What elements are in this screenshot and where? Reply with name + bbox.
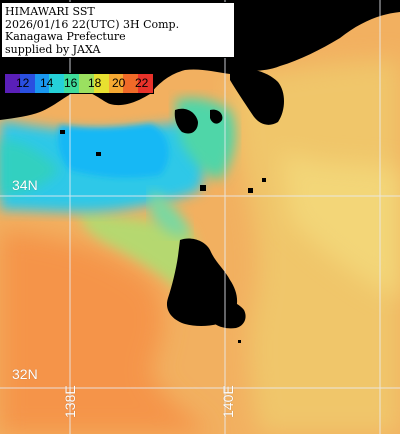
legend-color-segment: [93, 74, 109, 93]
land-islet-2: [210, 109, 223, 124]
mild-water-east-2: [280, 150, 400, 300]
cold-band-west: [0, 140, 60, 195]
lat-label-32n: 32N: [12, 366, 38, 382]
warm-water-sw: [0, 230, 210, 434]
land-islet-7: [96, 152, 101, 156]
land-islet-8: [238, 340, 241, 343]
land-islet-3: [200, 185, 206, 191]
izu-west-water: [150, 190, 190, 237]
info-line-2: 2026/01/16 22(UTC) 3H Comp.: [5, 17, 180, 31]
legend-color-segment: [123, 74, 139, 93]
land-islet-6: [60, 130, 65, 134]
legend-color-segment: [19, 74, 35, 93]
info-box: HIMAWARI SST 2026/01/16 22(UTC) 3H Comp.…: [1, 2, 235, 58]
lon-label-138e: 138E: [62, 385, 78, 418]
lat-label-34n: 34N: [12, 177, 38, 193]
legend-color-segment: [138, 74, 153, 93]
info-line-4: supplied by JAXA: [5, 42, 101, 56]
legend-color-segment: [64, 74, 79, 93]
land-islet-4: [248, 188, 253, 193]
legend-color-segment: [49, 74, 65, 93]
mild-water-east: [230, 60, 400, 434]
lon-label-140e: 140E: [220, 385, 236, 418]
land-islet-5: [262, 178, 266, 182]
legend-color-segment: [34, 74, 50, 93]
legend-color-segment: [78, 74, 94, 93]
legend-color-segment: [108, 74, 124, 93]
color-legend: [4, 73, 154, 94]
land-islet-1: [174, 108, 198, 134]
info-line-3: Kanagawa Prefecture: [5, 30, 126, 44]
kanagawa-land: [230, 68, 284, 125]
legend-color-segment: [5, 74, 20, 93]
info-line-1: HIMAWARI SST: [5, 5, 95, 18]
coldest-patch: [58, 124, 169, 178]
